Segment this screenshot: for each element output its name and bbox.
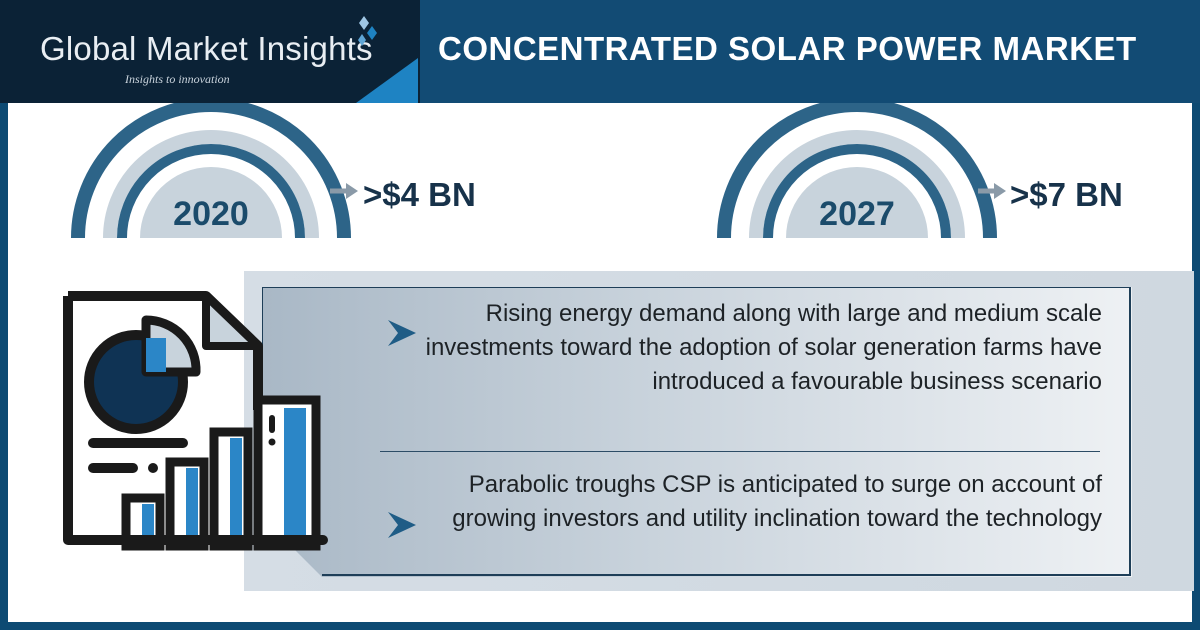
- stat-value: >$4 BN: [363, 176, 476, 213]
- gauge-middle-arc: [103, 130, 319, 239]
- arrow-right-icon: [978, 183, 1006, 199]
- logo-block: [0, 0, 420, 103]
- stat-year: 2020: [173, 195, 249, 233]
- highlight-item: Rising energy demand along with large an…: [425, 300, 1102, 395]
- highlight-item: Parabolic troughs CSP is anticipated to …: [452, 471, 1102, 532]
- gauge-core: [786, 167, 928, 238]
- gauge-outer-arc: [71, 103, 351, 239]
- stat-value: >$7 BN: [1010, 176, 1123, 213]
- highlights-panel-border: [262, 287, 1131, 576]
- gauge-outer-arc: [717, 103, 997, 239]
- gauge-middle-arc: [749, 130, 965, 239]
- chevron-right-icon: [388, 512, 416, 538]
- stat-year: 2027: [819, 195, 895, 233]
- gauge-inner-arc: [117, 144, 305, 239]
- logo-diamond-icon: [358, 16, 377, 46]
- stat-gauges: [71, 103, 1006, 239]
- gauge-2020: [71, 103, 351, 239]
- page-title: CONCENTRATED SOLAR POWER MARKET: [438, 30, 1137, 67]
- gauge-2027: [717, 103, 997, 239]
- header-bar: Global Market Insights Insights to innov…: [0, 0, 1200, 103]
- brand-tagline: Insights to innovation: [125, 72, 230, 86]
- arrow-right-icon: [330, 183, 358, 199]
- highlight-divider: [380, 451, 1100, 452]
- gauge-inner-arc: [763, 144, 951, 239]
- chevron-right-icon: [388, 320, 416, 346]
- brand-name: Global Market Insights: [40, 30, 373, 67]
- gauge-core: [140, 167, 282, 238]
- report-chart-icon: [63, 291, 328, 551]
